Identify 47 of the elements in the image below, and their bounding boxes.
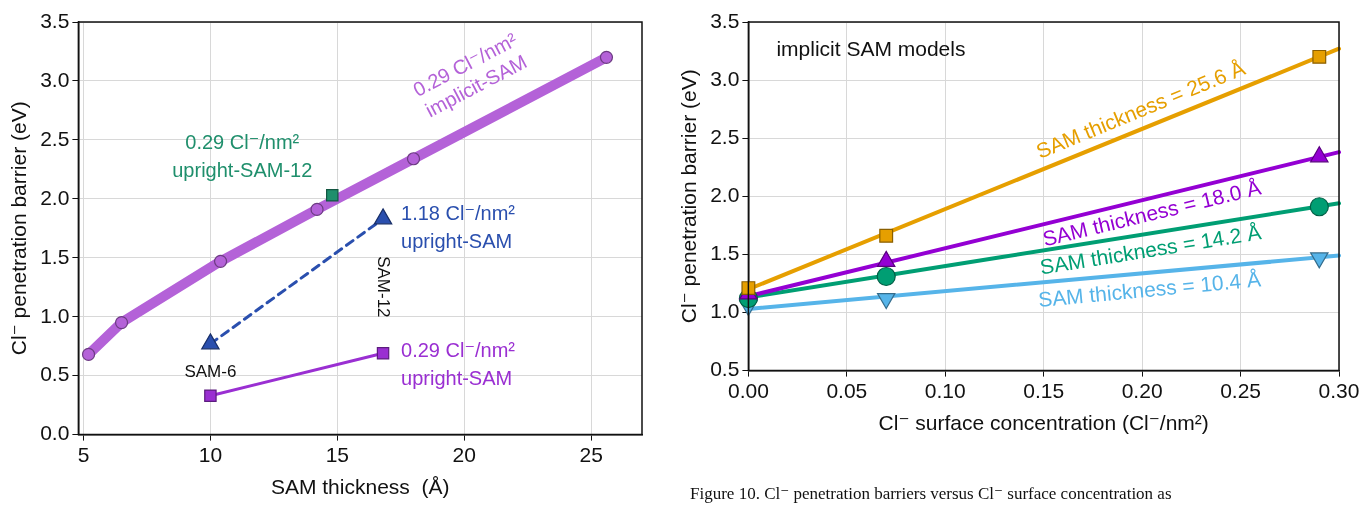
y-tick-label: 2.5 <box>40 126 70 150</box>
point <box>310 202 324 217</box>
y-tick-label: 1.0 <box>710 299 740 323</box>
x-tick-label: 10 <box>198 443 223 466</box>
y-tick-label: 3.5 <box>710 8 740 32</box>
annotation: SAM-6 <box>184 361 237 381</box>
point <box>81 347 96 362</box>
x-tick-label: 0.05 <box>826 379 868 402</box>
x-tick-label: 0.15 <box>1023 379 1065 402</box>
x-tick-label: 20 <box>452 443 476 466</box>
y-tick-label: 2.5 <box>710 125 740 148</box>
y-tick-label: 2.0 <box>710 183 740 207</box>
y-tick-label: 0.5 <box>40 362 70 386</box>
y-tick-label: 0.0 <box>40 421 70 445</box>
y-tick-label: 1.5 <box>40 244 70 268</box>
point <box>326 189 339 202</box>
point <box>204 389 217 402</box>
x-axis-title: Cl⁻ surface concentration (Cl⁻/nm²) <box>878 411 1209 435</box>
x-tick-label: 0.25 <box>1220 379 1261 402</box>
caption: Figure 10. Cl⁻ penetration barriers versus Cl⁻ surface concentration as <box>690 484 1172 503</box>
annotation: SAM-12 <box>374 256 394 318</box>
x-axis-title: SAM thickness (Å) <box>270 475 450 499</box>
series-label: 0.29 Cl⁻/nm² upright-SAM <box>401 338 516 389</box>
x-tick-label: 25 <box>579 443 603 466</box>
y-axis-title: Cl⁻ penetration barrier (eV) <box>677 69 701 324</box>
y-tick-label: 3.0 <box>710 66 740 90</box>
annotation: implicit SAM models <box>776 36 966 60</box>
y-tick-label: 1.5 <box>710 241 740 265</box>
point <box>376 347 390 360</box>
point <box>114 316 129 330</box>
y-tick-label: 3.0 <box>40 67 70 91</box>
x-tick-label: 0.10 <box>924 379 966 402</box>
x-tick-label: 0.30 <box>1318 379 1360 402</box>
point <box>213 254 228 268</box>
y-tick-label: 2.0 <box>40 185 70 209</box>
y-tick-label: 1.0 <box>40 303 70 327</box>
y-tick-label: 3.5 <box>40 8 70 32</box>
series-label: 1.18 Cl⁻/nm² upright-SAM <box>401 202 516 253</box>
y-tick-label: 0.5 <box>710 357 740 381</box>
series-label: 0.29 Cl⁻/nm² upright-SAM-12 <box>172 130 313 181</box>
x-tick-label: 5 <box>77 443 90 466</box>
x-tick-label: 15 <box>325 443 350 466</box>
x-tick-label: 0.00 <box>727 379 769 402</box>
y-axis-title: Cl⁻ penetration barrier (eV) <box>7 101 31 356</box>
point <box>406 152 421 166</box>
x-tick-label: 0.20 <box>1121 379 1163 402</box>
point <box>599 50 614 64</box>
